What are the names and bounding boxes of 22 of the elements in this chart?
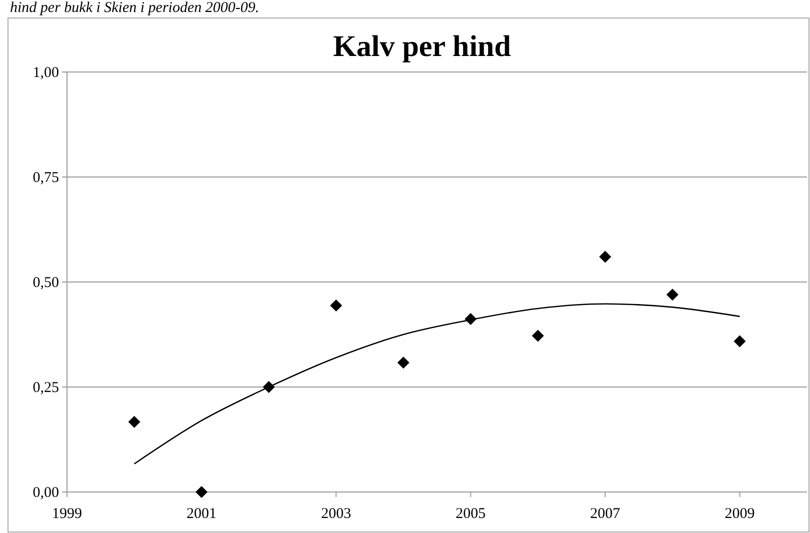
y-tick-label: 0,75 bbox=[32, 170, 59, 186]
y-tick-label: 1,00 bbox=[32, 65, 59, 81]
point bbox=[196, 486, 208, 498]
point bbox=[532, 330, 544, 342]
x-tick-label: 1999 bbox=[52, 506, 82, 522]
x-tick-label: 2007 bbox=[590, 506, 621, 522]
y-tick-label: 0,50 bbox=[32, 275, 59, 291]
point bbox=[128, 416, 140, 428]
x-tick-label: 2001 bbox=[186, 506, 217, 522]
text: hind per bukk i Skien i perioden 2000-09. bbox=[10, 0, 260, 16]
x-tick-label: 2003 bbox=[321, 506, 352, 522]
point bbox=[330, 300, 342, 312]
y-tick-label: 0,25 bbox=[32, 380, 59, 396]
x-tick-label: 2005 bbox=[456, 506, 486, 522]
point bbox=[666, 288, 678, 301]
point bbox=[599, 250, 612, 263]
point bbox=[397, 356, 410, 369]
y-tick-label: 0,00 bbox=[32, 485, 59, 501]
chart-title: Kalv per hind bbox=[333, 30, 512, 63]
line-series bbox=[134, 303, 740, 465]
point bbox=[734, 335, 746, 348]
x-tick-label: 2009 bbox=[724, 506, 755, 522]
